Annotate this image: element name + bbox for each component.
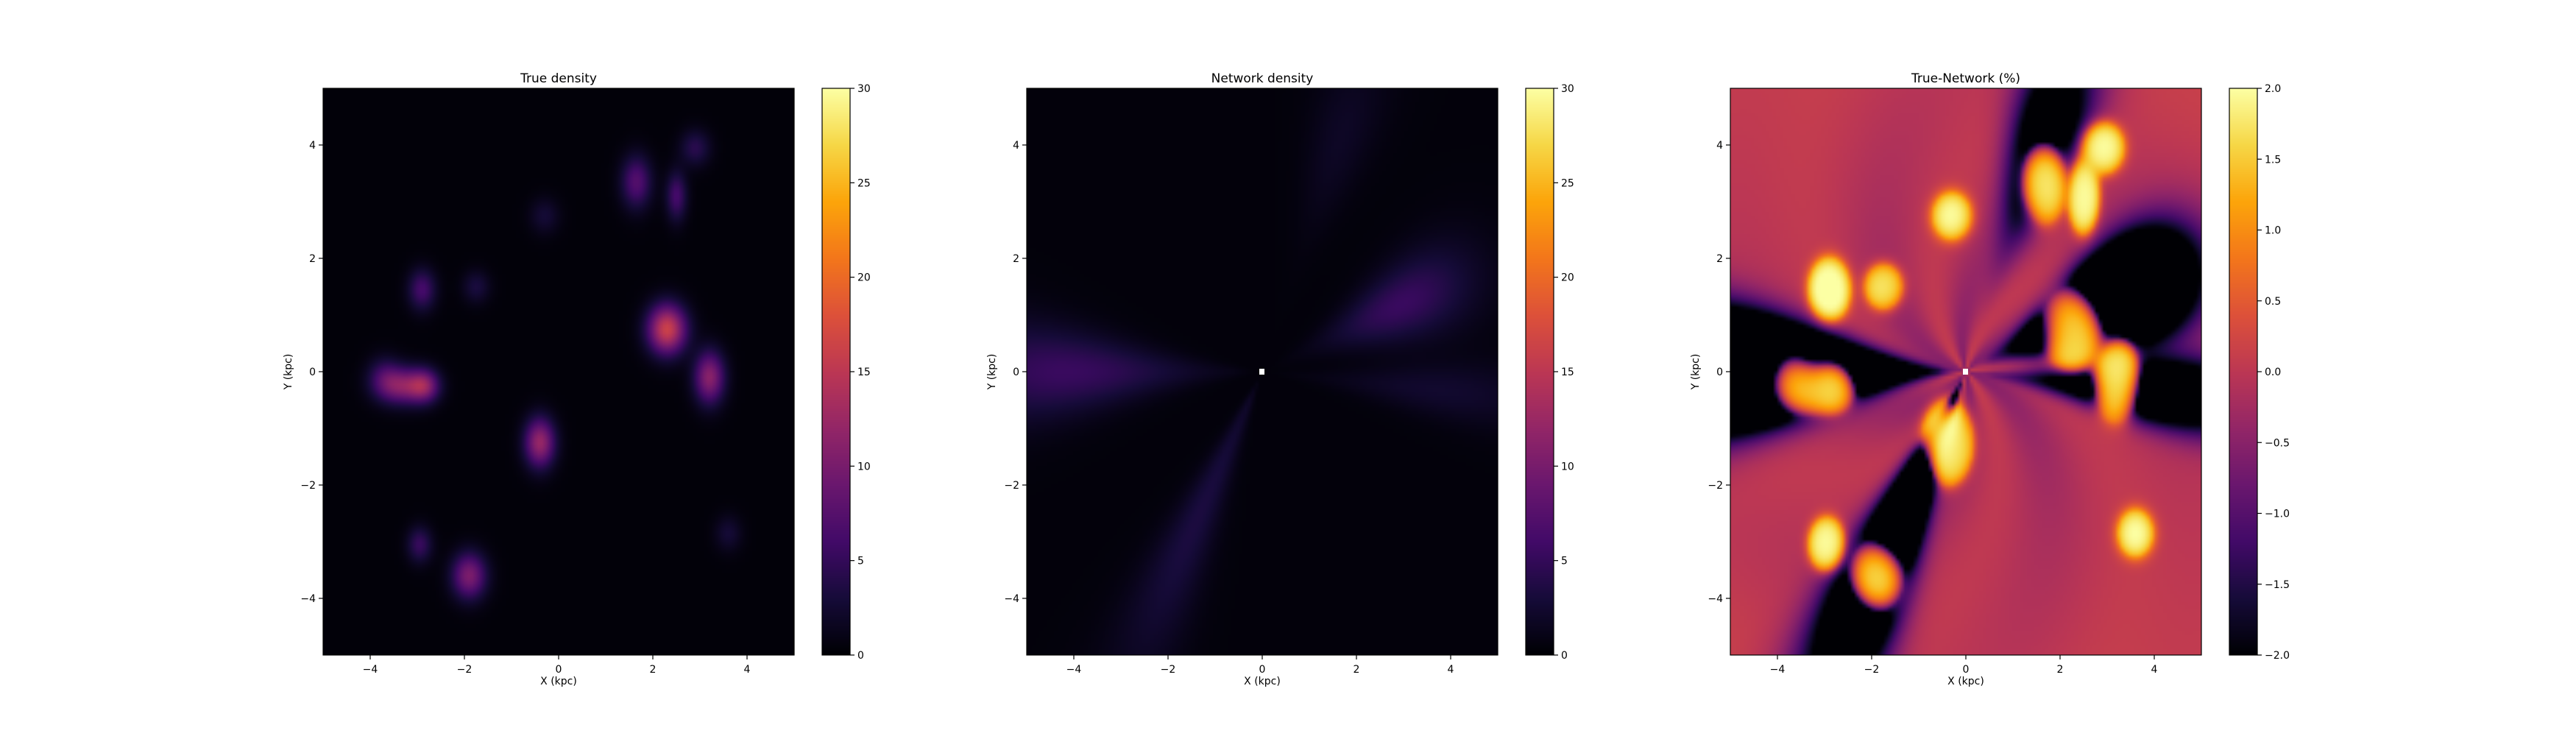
x-tick-label: 4: [1448, 664, 1454, 676]
colorbar-ticks: 0 5 10 15 20 25 30: [850, 83, 871, 662]
y-tick-label: 2: [1013, 253, 1019, 265]
panel-title: True-Network (%): [1911, 71, 2020, 86]
x-axis: −4 −2 0 2 4: [1770, 655, 2158, 676]
x-tick-label: −4: [1066, 664, 1082, 676]
colorbar-ticks: −2.0 −1.5 −1.0 −0.5 0.0 0.5 1.0 1.5 2.0: [2257, 83, 2290, 662]
x-axis-label: X (kpc): [540, 676, 577, 687]
x-tick-label: 0: [556, 664, 562, 676]
x-tick-label: −4: [1770, 664, 1786, 676]
colorbar-tick-label: 0: [857, 650, 864, 662]
panel-residual: True-Network (%) −4 −2 0 2 4 −4 −2 0 2 4 X (kpc)…: [1690, 71, 2290, 687]
x-tick-label: 0: [1259, 664, 1266, 676]
y-tick-label: −4: [300, 593, 316, 605]
y-axis-label: Y (kpc): [986, 354, 998, 391]
panel-title: Network density: [1211, 71, 1314, 86]
center-marker: [1259, 369, 1264, 375]
y-tick-label: −4: [1708, 593, 1723, 605]
colorbar-tick-label: 0.5: [2265, 296, 2281, 308]
colorbar-tick-label: −1.0: [2265, 509, 2290, 520]
colorbar-tick-label: 20: [1561, 272, 1574, 284]
y-axis-label: Y (kpc): [1690, 354, 1702, 391]
panel-title: True density: [520, 71, 597, 86]
colorbar-tick-label: −1.5: [2265, 579, 2290, 591]
colorbar-tick-label: 10: [1561, 461, 1574, 473]
x-tick-label: −4: [363, 664, 378, 676]
x-tick-label: −2: [1161, 664, 1176, 676]
x-tick-label: −2: [1864, 664, 1880, 676]
x-tick-label: 4: [744, 664, 751, 676]
colorbar-network-density: [1526, 88, 1554, 655]
colorbar-residual: [2229, 88, 2257, 655]
y-tick-label: −2: [300, 480, 316, 492]
colorbar-tick-label: 0.0: [2265, 367, 2281, 378]
x-axis-label: X (kpc): [1947, 676, 1984, 687]
y-tick-label: 2: [309, 253, 316, 265]
y-tick-label: 0: [1716, 367, 1723, 378]
colorbar-true-density: [822, 88, 850, 655]
x-tick-label: 0: [1963, 664, 1970, 676]
colorbar-tick-label: 5: [1561, 556, 1568, 567]
colorbar-tick-label: 10: [857, 461, 871, 473]
panel-true-density: True density −4 −2 0 2 4 −4 −2 0 2 4 X (kpc) Y (…: [283, 71, 871, 687]
colorbar-tick-label: 1.0: [2265, 225, 2281, 237]
colorbar-tick-label: 2.0: [2265, 83, 2281, 95]
center-marker: [1963, 369, 1968, 375]
x-tick-label: 4: [2151, 664, 2158, 676]
colorbar-tick-label: −2.0: [2265, 650, 2290, 662]
y-axis: −4 −2 0 2 4: [1004, 140, 1027, 605]
colorbar-tick-label: 15: [1561, 367, 1574, 378]
colorbar-tick-label: 20: [857, 272, 871, 284]
x-tick-label: 2: [2057, 664, 2064, 676]
y-tick-label: −2: [1004, 480, 1019, 492]
colorbar-tick-label: 25: [857, 177, 871, 189]
colorbar-tick-label: 30: [857, 83, 871, 95]
colorbar-tick-label: 25: [1561, 177, 1574, 189]
x-tick-label: −2: [457, 664, 473, 676]
x-axis: −4 −2 0 2 4: [1066, 655, 1454, 676]
colorbar-tick-label: 0: [1561, 650, 1568, 662]
colorbar-tick-label: −0.5: [2265, 437, 2290, 449]
y-tick-label: 0: [309, 367, 316, 378]
y-axis: −4 −2 0 2 4: [300, 140, 323, 605]
y-tick-label: 2: [1716, 253, 1723, 265]
x-axis: −4 −2 0 2 4: [363, 655, 751, 676]
colorbar-tick-label: 15: [857, 367, 871, 378]
x-tick-label: 2: [650, 664, 657, 676]
y-tick-label: 4: [309, 140, 316, 152]
x-tick-label: 2: [1354, 664, 1360, 676]
heatmap-true-density: [323, 88, 794, 655]
y-tick-label: 4: [1013, 140, 1019, 152]
y-axis-label: Y (kpc): [283, 354, 294, 391]
y-tick-label: 0: [1013, 367, 1019, 378]
y-tick-label: −2: [1708, 480, 1723, 492]
colorbar-tick-label: 5: [857, 556, 864, 567]
y-tick-label: 4: [1716, 140, 1723, 152]
colorbar-tick-label: 1.5: [2265, 154, 2281, 166]
colorbar-ticks: 0 5 10 15 20 25 30: [1554, 83, 1574, 662]
y-tick-label: −4: [1004, 593, 1019, 605]
x-axis-label: X (kpc): [1244, 676, 1281, 687]
colorbar-tick-label: 30: [1561, 83, 1574, 95]
y-axis: −4 −2 0 2 4: [1708, 140, 1730, 605]
